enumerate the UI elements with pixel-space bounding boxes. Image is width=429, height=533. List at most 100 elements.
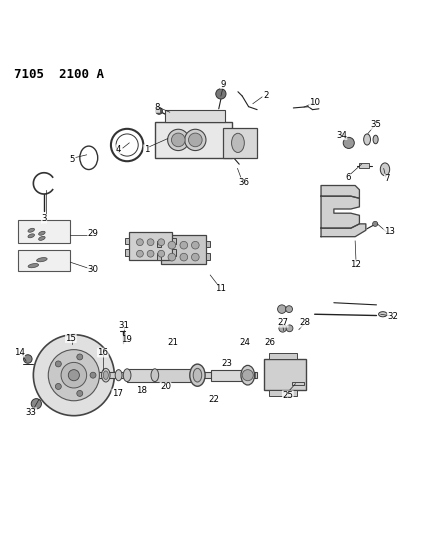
Circle shape [191, 253, 199, 261]
Ellipse shape [28, 228, 34, 232]
Text: 23: 23 [222, 359, 233, 368]
Bar [129, 232, 172, 260]
Text: 25: 25 [282, 391, 293, 400]
Bar [211, 370, 242, 381]
Bar [172, 249, 176, 256]
Bar [87, 372, 257, 378]
Circle shape [184, 130, 206, 150]
Circle shape [279, 325, 287, 332]
Text: 31: 31 [119, 321, 130, 330]
Circle shape [55, 383, 61, 390]
Text: 32: 32 [387, 312, 398, 321]
Bar [125, 238, 129, 244]
Circle shape [90, 372, 96, 378]
Text: 27: 27 [277, 318, 288, 327]
Ellipse shape [373, 135, 378, 144]
Ellipse shape [232, 133, 245, 152]
Ellipse shape [28, 263, 39, 268]
Text: 26: 26 [264, 338, 275, 347]
Text: 18: 18 [136, 386, 147, 395]
Ellipse shape [39, 237, 45, 240]
Circle shape [48, 350, 100, 401]
Bar [269, 390, 297, 397]
Circle shape [172, 133, 185, 147]
Circle shape [61, 362, 87, 388]
Ellipse shape [115, 370, 122, 381]
Circle shape [286, 325, 293, 332]
Circle shape [55, 361, 61, 367]
Text: 36: 36 [238, 177, 249, 187]
Text: 9: 9 [221, 79, 226, 88]
Polygon shape [321, 224, 366, 237]
Circle shape [136, 239, 143, 246]
Bar [157, 253, 161, 260]
Text: 22: 22 [208, 395, 219, 404]
Text: 15: 15 [65, 334, 76, 343]
Ellipse shape [380, 163, 390, 176]
Bar [269, 353, 297, 359]
Circle shape [31, 399, 42, 409]
Text: 19: 19 [121, 335, 132, 344]
Bar [161, 235, 206, 264]
Circle shape [77, 354, 83, 360]
Text: 24: 24 [240, 338, 251, 347]
Ellipse shape [36, 257, 47, 262]
Text: 34: 34 [336, 131, 347, 140]
Bar [155, 122, 232, 158]
Ellipse shape [151, 369, 159, 382]
Text: 7105  2100 A: 7105 2100 A [14, 68, 104, 82]
Text: 29: 29 [88, 229, 99, 238]
Bar [359, 163, 369, 168]
Bar [223, 128, 257, 158]
Text: 13: 13 [384, 227, 395, 236]
Bar [172, 238, 176, 244]
Text: 12: 12 [350, 260, 362, 269]
Polygon shape [321, 196, 360, 228]
Circle shape [24, 355, 32, 364]
Ellipse shape [190, 364, 205, 386]
Ellipse shape [103, 371, 109, 379]
Text: 16: 16 [97, 348, 109, 357]
Bar [157, 240, 161, 247]
Circle shape [343, 138, 354, 148]
Text: 6: 6 [345, 173, 350, 182]
Text: 8: 8 [154, 103, 160, 112]
Ellipse shape [193, 368, 202, 382]
Ellipse shape [241, 366, 254, 385]
Bar [155, 369, 191, 382]
Text: 33: 33 [26, 408, 37, 417]
Circle shape [147, 251, 154, 257]
Circle shape [33, 335, 115, 416]
Text: 2: 2 [263, 91, 269, 100]
Circle shape [216, 89, 226, 99]
Bar [292, 382, 304, 385]
Circle shape [168, 253, 176, 261]
Text: 35: 35 [370, 120, 381, 130]
Bar [206, 253, 210, 260]
Bar [125, 249, 129, 256]
Circle shape [168, 241, 176, 249]
Text: 28: 28 [299, 318, 310, 327]
Circle shape [278, 305, 286, 313]
Circle shape [147, 239, 154, 246]
Ellipse shape [379, 312, 387, 317]
Circle shape [191, 241, 199, 249]
Bar [18, 251, 69, 271]
Circle shape [286, 306, 293, 312]
Text: 21: 21 [167, 338, 178, 347]
Circle shape [168, 130, 189, 150]
Text: 5: 5 [69, 155, 75, 164]
Ellipse shape [28, 234, 34, 238]
Circle shape [158, 251, 165, 257]
Circle shape [373, 221, 378, 227]
Text: 10: 10 [309, 98, 320, 107]
Circle shape [180, 241, 187, 249]
Text: 7: 7 [384, 174, 390, 183]
Ellipse shape [123, 369, 131, 382]
Text: 1: 1 [144, 145, 149, 154]
Circle shape [156, 108, 163, 115]
Bar [18, 220, 69, 243]
Ellipse shape [364, 134, 371, 145]
Text: 14: 14 [14, 348, 25, 357]
Circle shape [242, 370, 253, 381]
